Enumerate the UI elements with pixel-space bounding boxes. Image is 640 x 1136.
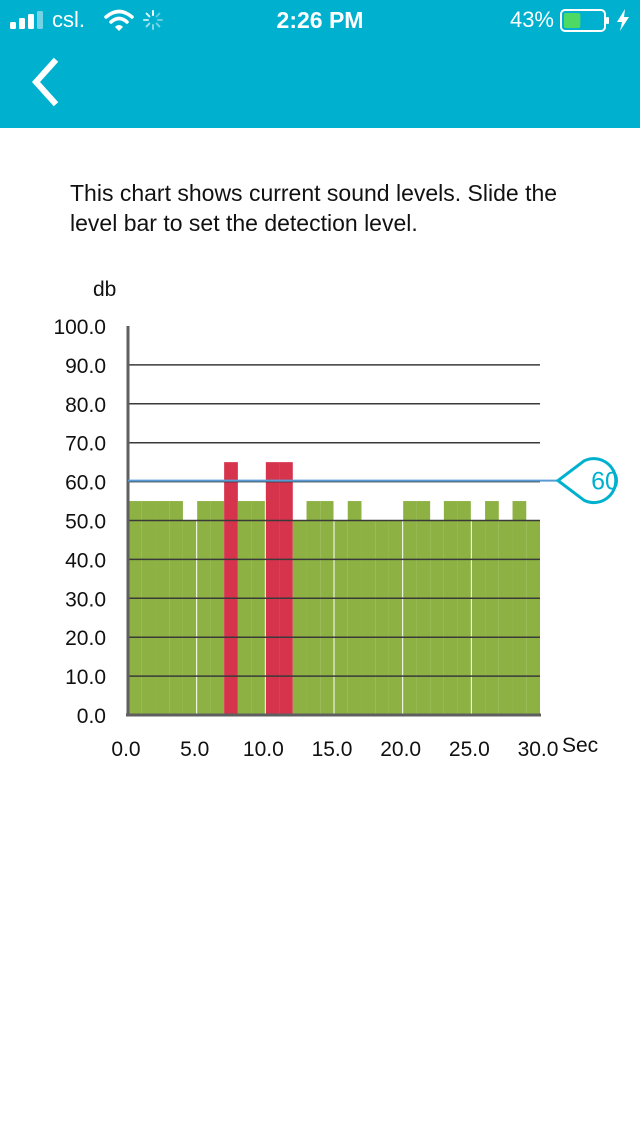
grid-layer (128, 364, 540, 677)
x-axis-label: Sec (562, 734, 598, 757)
bar-20 (402, 501, 417, 715)
bar-8 (237, 501, 252, 715)
y-tick-label: 50.0 (65, 511, 106, 534)
bar-6 (210, 501, 225, 715)
bar-25 (471, 520, 486, 715)
bar-3 (169, 501, 183, 715)
bar-16 (347, 501, 362, 715)
bar-11 (279, 462, 293, 715)
x-tick-label: 0.0 (111, 738, 140, 761)
x-tick-label: 5.0 (180, 738, 209, 761)
charging-bolt-icon (617, 9, 629, 31)
sound-level-chart: db 0.0 10.0 20.0 30.0 40.0 50.0 60.0 70.0 80.0 90… (53, 278, 619, 761)
x-tick-label: 20.0 (380, 738, 421, 761)
level-slider-handle[interactable]: 60 (555, 457, 619, 505)
bars-layer (128, 326, 540, 715)
clock: 2:26 PM (276, 7, 364, 33)
y-tick-label: 60.0 (65, 472, 106, 495)
y-tick-labels: 0.0 10.0 20.0 30.0 40.0 50.0 60.0 70.0 80.0 90.0 1… (53, 316, 106, 728)
bar-26 (485, 501, 499, 715)
activity-spinner-icon (143, 10, 163, 30)
bar-28 (512, 501, 527, 715)
y-tick-label: 70.0 (65, 433, 106, 456)
instruction-text: This chart shows current sound levels. S… (70, 180, 558, 236)
wifi-icon (104, 9, 134, 31)
y-tick-label: 80.0 (65, 394, 106, 417)
back-button[interactable] (22, 54, 82, 114)
battery-icon (560, 9, 609, 32)
x-tick-label: 25.0 (449, 738, 490, 761)
bar-0 (128, 501, 142, 715)
bar-21 (416, 501, 431, 715)
bar-7 (224, 462, 238, 715)
bar-19 (388, 520, 403, 715)
y-tick-label: 20.0 (65, 627, 106, 650)
bar-24 (457, 501, 472, 715)
bar-1 (141, 501, 156, 715)
y-tick-label: 10.0 (65, 666, 106, 689)
battery-percentage: 43% (509, 7, 554, 32)
signal-icon (10, 11, 43, 29)
y-tick-label: 40.0 (65, 549, 106, 572)
y-tick-label: 0.0 (77, 705, 106, 728)
x-tick-label: 15.0 (312, 738, 353, 761)
bar-22 (430, 520, 444, 715)
y-axis-label: db (93, 278, 116, 301)
bar-4 (182, 520, 197, 715)
x-tick-labels: 0.0 5.0 10.0 15.0 20.0 25.0 30.0 (111, 738, 558, 761)
bar-9 (251, 501, 266, 715)
bar-13 (306, 501, 321, 715)
y-tick-label: 30.0 (65, 588, 106, 611)
x-tick-label: 10.0 (243, 738, 284, 761)
y-tick-label: 90.0 (65, 355, 106, 378)
navigation-bar: csl. 2:26 PM 43% (0, 0, 640, 128)
bar-5 (196, 501, 211, 715)
status-bar: csl. 2:26 PM 43% (0, 0, 640, 40)
bar-29 (526, 520, 540, 715)
bar-12 (292, 520, 307, 715)
bar-17 (361, 520, 376, 715)
bar-27 (498, 520, 513, 715)
x-tick-label: 30.0 (518, 738, 559, 761)
bar-18 (375, 520, 389, 715)
level-value-label: 60 (591, 468, 619, 496)
bar-2 (155, 501, 170, 715)
level-handle-badge[interactable] (555, 457, 618, 505)
bar-14 (320, 501, 334, 715)
bar-10 (265, 462, 280, 715)
y-tick-label: 100.0 (53, 316, 106, 339)
bar-23 (443, 501, 458, 715)
carrier-name: csl. (52, 7, 85, 32)
bar-15 (334, 520, 348, 715)
chevron-left-icon (31, 57, 59, 107)
